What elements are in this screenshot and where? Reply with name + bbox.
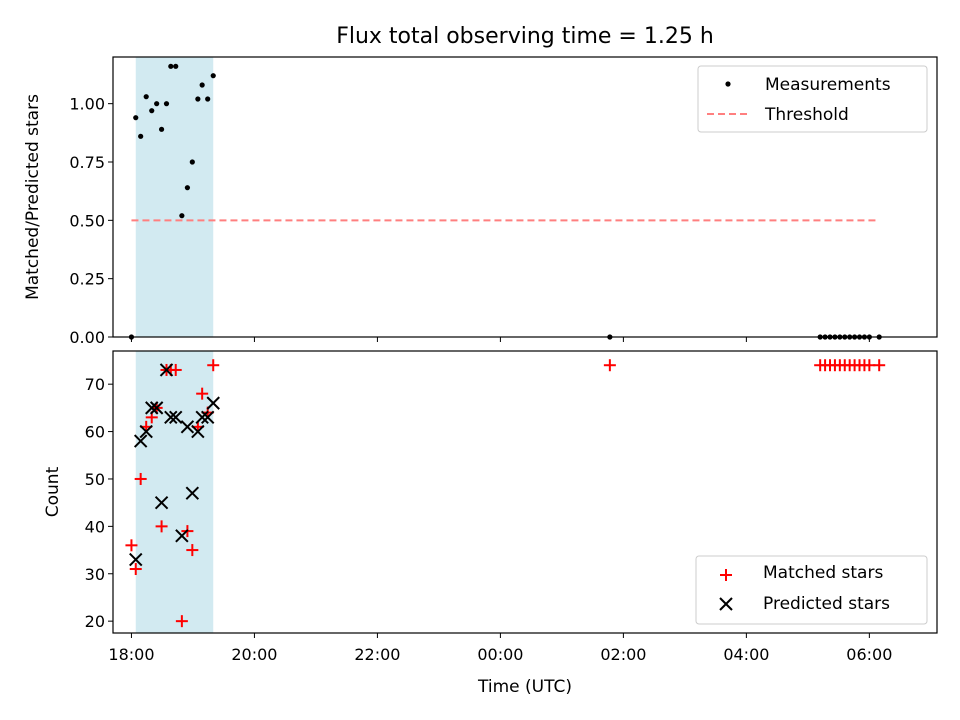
x-axis-label: Time (UTC) bbox=[477, 677, 572, 697]
top-y-tick-label: 1.00 bbox=[69, 95, 105, 114]
predicted-star-point bbox=[195, 410, 209, 425]
top-y-tick-label: 0.00 bbox=[69, 328, 105, 347]
matched-star-point bbox=[169, 363, 182, 376]
bottom-y-tick-label: 40 bbox=[85, 517, 105, 536]
matched-star-point bbox=[186, 544, 199, 557]
x-tick-label: 20:00 bbox=[231, 645, 277, 664]
measurement-point bbox=[210, 73, 216, 79]
predicted-star-point bbox=[164, 410, 178, 425]
predicted-star-point bbox=[191, 424, 205, 439]
legend-measurements-marker bbox=[725, 81, 731, 87]
top-observing-span bbox=[135, 57, 214, 337]
bottom-legend-box bbox=[695, 555, 928, 625]
legend-predicted-label: Predicted stars bbox=[763, 594, 890, 614]
top-legend: Measurements Threshold bbox=[697, 65, 928, 133]
top-y-axis: 0.00 0.25 0.50 0.75 1.00 bbox=[69, 95, 113, 347]
top-y-axis-label: Matched/Predicted stars bbox=[23, 94, 43, 300]
predicted-star-point bbox=[206, 396, 220, 410]
measurement-point bbox=[189, 159, 195, 165]
measurement-point bbox=[205, 96, 211, 102]
bottom-plot-area bbox=[125, 359, 886, 628]
measurement-point bbox=[199, 82, 205, 88]
x-tick-label: 02:00 bbox=[600, 645, 646, 664]
x-tick-label: 22:00 bbox=[354, 645, 400, 664]
predicted-star-point bbox=[159, 363, 174, 377]
bottom-shaded-span bbox=[135, 351, 214, 633]
predicted-star-point bbox=[139, 424, 153, 439]
bottom-panel: 20 30 40 50 60 70 18:00 20:00 22:00 00:00 02:00 04… bbox=[43, 350, 938, 697]
measurement-point bbox=[133, 115, 139, 121]
measurement-point bbox=[158, 126, 165, 132]
measurement-point bbox=[168, 63, 174, 69]
top-y-tick-label: 0.75 bbox=[69, 153, 105, 172]
predicted-star-point bbox=[154, 495, 169, 510]
predicted-star-point bbox=[200, 410, 215, 425]
bottom-observing-span bbox=[135, 351, 214, 633]
legend-measurements-label: Measurements bbox=[765, 75, 891, 95]
measurement-point bbox=[179, 213, 185, 219]
top-axes-frame bbox=[112, 56, 938, 338]
bottom-y-axis: 20 30 40 50 60 70 bbox=[85, 375, 113, 631]
predicted-star-point bbox=[129, 552, 143, 567]
measurement-point bbox=[163, 101, 170, 107]
x-tick-label: 00:00 bbox=[477, 645, 523, 664]
top-panel: 0.00 0.25 0.50 0.75 1.00 Matched/Predicted s… bbox=[23, 56, 938, 347]
bottom-legend: Matched stars Predicted stars bbox=[695, 555, 928, 625]
predicted-star-point bbox=[180, 420, 195, 434]
top-y-tick-label: 0.25 bbox=[69, 270, 105, 289]
top-x-axis bbox=[130, 337, 870, 342]
predicted-star-point bbox=[185, 486, 200, 500]
legend-matched-label: Matched stars bbox=[763, 563, 883, 583]
legend-threshold-label: Threshold bbox=[764, 105, 849, 125]
predicted-star-point bbox=[133, 434, 148, 448]
matched-star-point bbox=[134, 472, 147, 485]
legend-predicted-marker bbox=[719, 597, 733, 611]
chart-title: Flux total observing time = 1.25 h bbox=[336, 24, 714, 49]
bottom-axes-frame bbox=[112, 350, 938, 634]
x-tick-label: 18:00 bbox=[108, 645, 154, 664]
measurement-point bbox=[195, 96, 201, 102]
bottom-x-axis: 18:00 20:00 22:00 00:00 02:00 04:00 06:00 bbox=[108, 633, 892, 664]
top-legend-box bbox=[697, 65, 928, 133]
bottom-y-tick-label: 60 bbox=[85, 423, 105, 442]
measurement-point bbox=[184, 185, 191, 191]
x-tick-label: 06:00 bbox=[846, 645, 892, 664]
matched-star-point bbox=[873, 359, 886, 372]
measurement-point bbox=[154, 101, 160, 107]
matched-star-point bbox=[207, 359, 220, 372]
bottom-y-tick-label: 70 bbox=[85, 375, 105, 394]
top-shaded-span bbox=[135, 57, 214, 337]
measurement-point bbox=[173, 63, 179, 69]
predicted-star-point bbox=[149, 401, 164, 415]
matched-star-point bbox=[155, 520, 168, 533]
bottom-y-tick-label: 30 bbox=[85, 565, 105, 584]
matched-star-point bbox=[175, 615, 188, 628]
predicted-star-point bbox=[169, 410, 183, 425]
bottom-y-axis-label: Count bbox=[43, 466, 63, 517]
x-tick-label: 04:00 bbox=[723, 645, 769, 664]
predicted-star-point bbox=[145, 401, 159, 415]
matched-star-point bbox=[603, 359, 616, 372]
measurement-point bbox=[143, 94, 149, 100]
matched-star-point bbox=[196, 387, 209, 400]
legend-matched-marker bbox=[720, 569, 732, 581]
bottom-y-tick-label: 20 bbox=[85, 612, 105, 631]
matched-star-point bbox=[129, 563, 142, 576]
measurement-point bbox=[149, 108, 155, 114]
measurement-point bbox=[138, 133, 144, 139]
bottom-y-tick-label: 50 bbox=[85, 470, 105, 489]
matched-star-point bbox=[125, 539, 138, 552]
predicted-star-point bbox=[175, 529, 189, 543]
top-y-tick-label: 0.50 bbox=[69, 211, 105, 230]
